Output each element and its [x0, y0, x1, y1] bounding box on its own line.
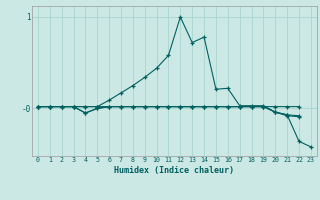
X-axis label: Humidex (Indice chaleur): Humidex (Indice chaleur) [115, 166, 234, 175]
